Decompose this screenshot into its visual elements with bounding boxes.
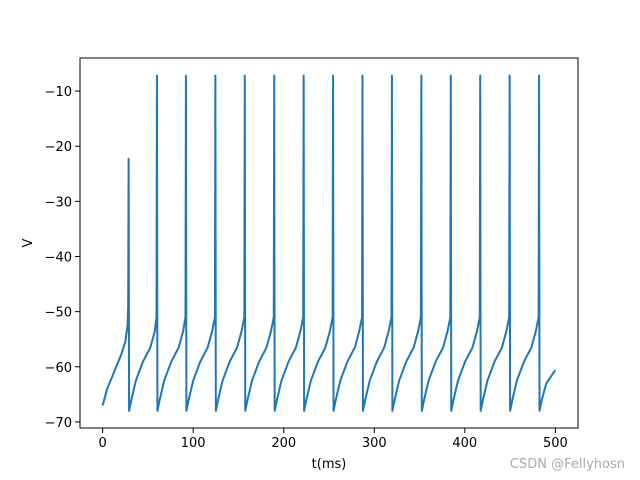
y-tick-label: −70 — [45, 416, 72, 431]
y-tick-label: −50 — [45, 306, 72, 321]
y-tick-label: −20 — [45, 140, 72, 155]
y-tick-label: −30 — [45, 195, 72, 210]
x-tick-label: 300 — [362, 436, 387, 451]
x-tick-label: 400 — [452, 436, 477, 451]
x-tick-label: 200 — [271, 436, 296, 451]
y-tick-label: −10 — [45, 85, 72, 100]
y-tick-label: −60 — [45, 361, 72, 376]
y-tick-label: −40 — [45, 251, 72, 266]
y-axis-label: V — [21, 238, 36, 247]
x-axis-label: t(ms) — [312, 457, 347, 472]
watermark: CSDN @Fellyhosn — [510, 457, 625, 472]
x-tick-label: 100 — [181, 436, 206, 451]
axes-frame — [79, 57, 579, 429]
x-tick-label: 500 — [543, 436, 568, 451]
x-tick-label: 0 — [98, 436, 106, 451]
data-line — [101, 74, 557, 412]
